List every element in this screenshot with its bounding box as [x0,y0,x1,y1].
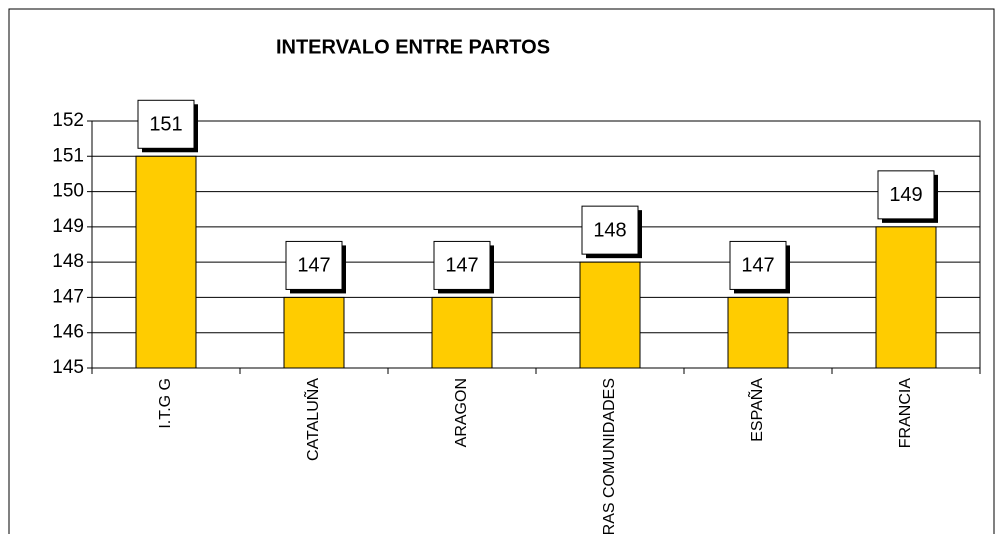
plot-area [91,120,981,369]
data-label-box [285,240,343,290]
bar [579,261,641,369]
x-tick-label: I.T.G G [157,378,174,429]
x-tick-label: ESPAÑA [746,378,766,442]
data-label: 147 [297,255,330,277]
y-tick-label: 148 [52,251,84,272]
x-tick-label: ARAGON [453,378,470,447]
chart-title: INTERVALO ENTRE PARTOS [276,36,550,58]
x-tick-label: FRANCIA [897,378,914,449]
data-label: 149 [889,184,922,206]
data-label-box [433,240,491,290]
data-label: 148 [593,219,626,241]
x-tick-label: OTRAS COMUNIDADES [601,378,618,534]
y-tick-label: 152 [52,110,84,131]
y-tick-label: 150 [52,181,84,202]
data-label-box [137,99,195,149]
bar [727,296,789,369]
y-tick-label: 149 [52,216,84,237]
x-tick-label: CATALUÑA [302,378,322,461]
data-label: 147 [445,255,478,277]
bar [135,155,197,369]
y-tick-label: 145 [52,357,84,378]
y-tick-label: 151 [52,145,84,166]
data-label-box [729,240,787,290]
data-label-box [877,170,935,220]
data-label-box [581,205,639,255]
y-tick-label: 146 [52,322,84,343]
bar [431,296,493,369]
bar [875,226,937,369]
y-tick-label: 147 [52,286,84,307]
data-label: 147 [741,255,774,277]
bar [283,296,345,369]
data-label: 151 [149,114,182,136]
